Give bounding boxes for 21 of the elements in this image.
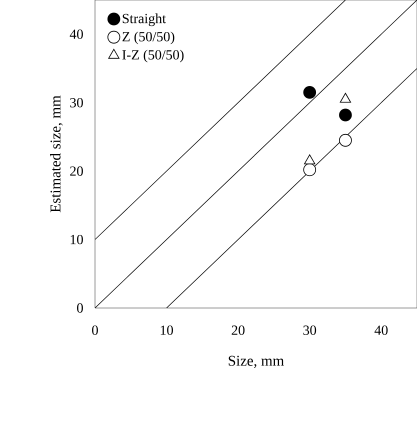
x-tick-label: 40 bbox=[374, 326, 388, 335]
point bbox=[339, 134, 352, 147]
x-tick-label: 10 bbox=[160, 326, 173, 335]
y-axis-title: Estimated size, mm bbox=[50, 96, 63, 212]
x-tick-label: 20 bbox=[232, 326, 245, 335]
y-tick-label: 0 bbox=[77, 303, 83, 313]
legend-label: Straight bbox=[122, 13, 166, 26]
legend-label: Z (50/50) bbox=[122, 32, 174, 44]
legend-label: I-Z (50/50) bbox=[122, 50, 184, 62]
point bbox=[304, 154, 316, 164]
point bbox=[340, 92, 352, 103]
x-axis-title: Size, mm bbox=[228, 356, 284, 368]
y-tick-label: 30 bbox=[70, 98, 83, 108]
point bbox=[339, 108, 352, 122]
x-tick-label: 0 bbox=[92, 326, 98, 335]
y-tick-label: 10 bbox=[70, 234, 83, 244]
y-tick-label: 40 bbox=[70, 30, 83, 39]
y-tick-label: 20 bbox=[70, 166, 83, 176]
point bbox=[303, 86, 316, 99]
point bbox=[303, 163, 316, 176]
x-tick-label: 30 bbox=[303, 326, 316, 335]
